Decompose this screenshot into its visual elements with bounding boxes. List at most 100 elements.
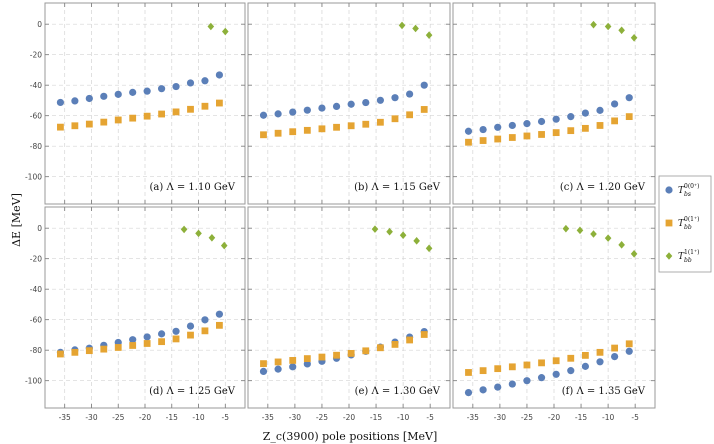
point-bs (376, 96, 384, 104)
point-bb0 (465, 138, 472, 146)
point-bb0 (303, 126, 311, 134)
point-bs (114, 90, 122, 98)
x-tick-label: -20 (139, 413, 151, 422)
point-bb1 (425, 31, 433, 39)
point-bs (625, 94, 633, 102)
point-bs (552, 370, 560, 378)
point-bs (552, 115, 560, 123)
y-tick-label: -100 (25, 172, 42, 181)
panel-b: (b) Λ = 1.15 GeV (247, 2, 451, 205)
point-bs (464, 388, 473, 397)
point-bb0 (376, 118, 384, 126)
panel-label: (e) Λ = 1.30 GeV (355, 386, 441, 397)
point-bs (406, 90, 414, 98)
series-bb0 (465, 113, 633, 146)
point-bb0 (391, 115, 399, 123)
series-bs (464, 94, 633, 135)
point-bb0 (216, 99, 223, 107)
point-bb0 (465, 369, 472, 376)
point-bb0 (596, 122, 604, 129)
x-tick-label: -35 (467, 413, 479, 422)
point-bb0 (596, 348, 604, 356)
point-bs (129, 88, 137, 96)
point-bs (581, 362, 589, 370)
panel-label: (a) Λ = 1.10 GeV (150, 182, 236, 193)
panels-group: 0-20-40-60-80-100(a) Λ = 1.10 GeV (b) Λ =… (25, 2, 656, 422)
point-bb0 (581, 351, 589, 359)
point-bs (611, 100, 619, 108)
point-bs (537, 117, 546, 126)
y-tick-label: -100 (25, 376, 42, 385)
series-bb0 (57, 99, 223, 131)
legend-label-bs: T0(0⁺) bs (678, 183, 700, 198)
series-bb1 (207, 22, 229, 36)
point-bb0 (391, 341, 399, 348)
point-bs (508, 121, 516, 130)
y-tick-label: -60 (30, 111, 42, 120)
y-tick-label: -20 (30, 50, 42, 59)
x-tick-label: -5 (222, 413, 230, 422)
y-tick-label: 0 (37, 20, 42, 29)
legend-marker-bb1 (665, 252, 673, 260)
point-bs (157, 85, 166, 93)
point-bs (625, 347, 633, 355)
point-bb0 (143, 340, 151, 347)
point-bb0 (129, 342, 137, 349)
point-bb0 (625, 340, 633, 348)
panel-e: -35 -30 -25 -20 -15 -10 -5 (e) Λ = 1.30 GeV (247, 206, 451, 422)
point-bb0 (625, 113, 633, 121)
point-bb0 (420, 331, 428, 338)
point-bb0 (216, 321, 223, 329)
point-bs (186, 322, 195, 330)
point-bs (420, 81, 428, 89)
point-bs (567, 113, 575, 121)
point-bs (71, 97, 79, 105)
point-bb0 (611, 117, 619, 125)
point-bs (157, 330, 166, 338)
series-bs (464, 347, 633, 397)
panel-label: (c) Λ = 1.20 GeV (560, 182, 646, 193)
series-bb0 (260, 106, 428, 139)
series-bb1 (562, 224, 638, 258)
legend-marker-bs (665, 186, 673, 194)
series-bb1 (398, 21, 433, 39)
point-bs (289, 363, 297, 371)
x-tick-label: -30 (494, 413, 506, 422)
y-tick-label: -60 (30, 315, 42, 324)
point-bb0 (333, 123, 340, 131)
point-bb0 (523, 132, 531, 140)
x-tick-label: -20 (343, 413, 355, 422)
point-bb0 (581, 124, 589, 132)
x-tick-label: -15 (575, 413, 587, 422)
point-bs (186, 79, 195, 87)
x-tick-label: -30 (289, 413, 301, 422)
point-bb1 (220, 241, 228, 250)
point-bs (56, 98, 65, 107)
x-tick-label: -25 (521, 413, 533, 422)
panel-label: (b) Λ = 1.15 GeV (354, 182, 441, 193)
point-bs (289, 108, 297, 116)
point-bb1 (221, 27, 229, 36)
point-bb0 (318, 353, 326, 361)
point-bb1 (398, 21, 406, 30)
point-bb0 (57, 123, 64, 131)
legend-label-bb0: T0(1⁺) bb (678, 216, 700, 231)
panel-a: 0 -20 -40 -60 -80 -100 (a) Λ = 1.10 GeV (25, 2, 246, 205)
point-bb1 (208, 234, 216, 242)
legend-label-bb1: T1(1⁺) bb (678, 249, 700, 264)
point-bs (494, 123, 502, 131)
point-bb0 (114, 344, 122, 351)
point-bs (347, 100, 355, 108)
series-bs (56, 71, 224, 107)
point-bb0 (479, 137, 487, 144)
point-bs (508, 380, 516, 388)
legend: T0(0⁺) bs T0(1⁺) bb T1(1⁺) bb (658, 175, 712, 273)
point-bs (523, 377, 531, 385)
point-bb0 (318, 125, 326, 133)
point-bs (172, 82, 180, 91)
series-bb1 (371, 225, 433, 253)
x-tick-label: -25 (112, 413, 124, 422)
point-bb1 (604, 234, 612, 242)
panel-label: (d) Λ = 1.25 GeV (149, 386, 236, 397)
